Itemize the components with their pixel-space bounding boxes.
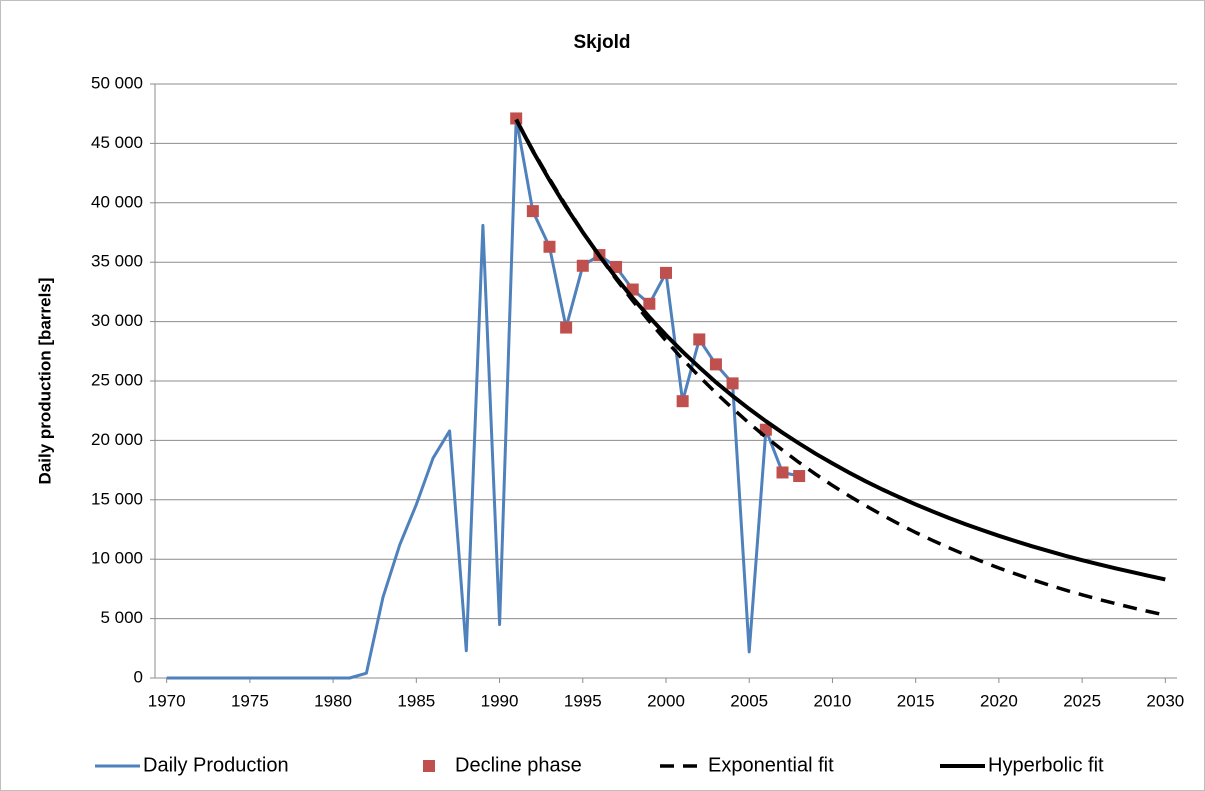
legend-label: Daily Production <box>143 754 289 776</box>
x-tick-label: 1970 <box>148 691 186 710</box>
x-tick-label: 1980 <box>314 691 352 710</box>
y-tick-label: 0 <box>134 667 143 686</box>
x-tick-label: 2000 <box>647 691 685 710</box>
y-tick-label: 20 000 <box>91 430 143 449</box>
legend-label: Hyperbolic fit <box>988 754 1104 776</box>
x-tick-label: 1985 <box>397 691 435 710</box>
y-tick-label: 50 000 <box>91 73 143 92</box>
x-tick-label: 2020 <box>980 691 1018 710</box>
x-tick-label: 2005 <box>730 691 768 710</box>
marker <box>643 297 656 310</box>
y-tick-label: 15 000 <box>91 489 143 508</box>
y-axis-label: Daily production [barrels] <box>35 278 54 485</box>
marker <box>676 395 689 408</box>
y-tick-label: 40 000 <box>91 192 143 211</box>
legend-label: Decline phase <box>455 754 582 776</box>
marker <box>560 321 573 334</box>
marker <box>776 466 789 479</box>
x-tick-label: 2015 <box>897 691 935 710</box>
marker <box>726 377 739 390</box>
marker <box>526 205 539 218</box>
x-tick-label: 1990 <box>481 691 519 710</box>
x-tick-label: 1995 <box>564 691 602 710</box>
y-tick-label: 25 000 <box>91 370 143 389</box>
marker <box>693 333 706 346</box>
y-tick-label: 10 000 <box>91 549 143 568</box>
legend-swatch <box>423 760 435 772</box>
x-tick-label: 1975 <box>231 691 269 710</box>
series-line <box>514 118 1166 582</box>
legend-label: Exponential fit <box>708 754 834 776</box>
marker <box>709 358 722 371</box>
y-tick-label: 30 000 <box>91 311 143 330</box>
marker <box>576 259 589 272</box>
marker <box>660 266 672 279</box>
x-tick-label: 2030 <box>1146 691 1184 710</box>
y-tick-label: 35 000 <box>91 252 143 271</box>
y-tick-label: 45 000 <box>91 133 143 152</box>
x-tick-label: 2025 <box>1063 691 1101 710</box>
chart-title: Skjold <box>573 32 630 53</box>
y-tick-label: 5 000 <box>100 608 143 627</box>
series-line <box>514 118 1166 617</box>
marker <box>610 260 623 273</box>
marker <box>543 240 556 253</box>
marker <box>793 470 806 483</box>
x-tick-label: 2010 <box>814 691 852 710</box>
